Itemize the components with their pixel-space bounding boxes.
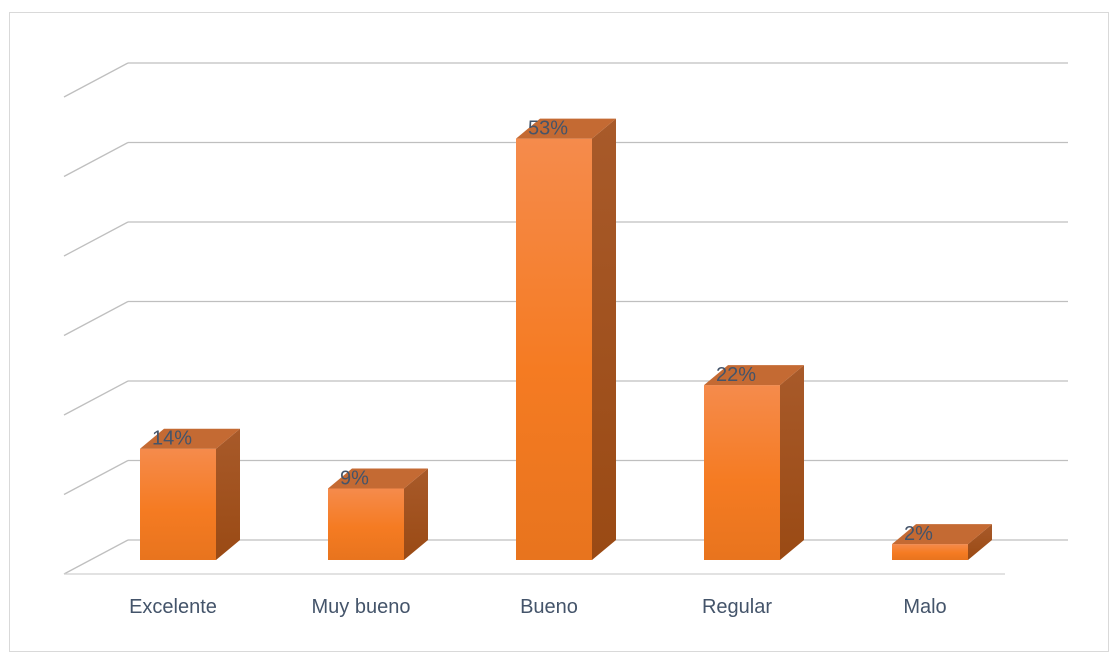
bar-top: [516, 118, 616, 139]
data-label: 9%: [340, 467, 369, 489]
bar-top: [328, 468, 428, 489]
bar-chart: 14% 9% 53% 22% 2% Excelente Muy bueno Bueno Reg…: [63, 62, 1068, 618]
bar-front: [516, 138, 592, 560]
bar-side: [592, 118, 616, 561]
bar-side: [404, 468, 428, 560]
x-tick-label: Regular: [702, 596, 772, 618]
x-tick-label: Bueno: [520, 596, 578, 618]
bar-regular: [704, 365, 804, 560]
bar-top: [704, 365, 804, 386]
x-tick-label: Muy bueno: [312, 596, 411, 618]
x-axis: Excelente Muy bueno Bueno Regular Malo: [64, 573, 1005, 618]
data-label: 14%: [152, 428, 192, 450]
bar-side: [780, 365, 804, 560]
bar-muy-bueno: [328, 468, 428, 560]
bar-side: [216, 428, 240, 560]
bar-top: [892, 524, 992, 545]
bars: [140, 118, 992, 561]
bar-front: [892, 544, 968, 560]
data-label: 2%: [904, 523, 933, 545]
bar-top: [140, 428, 240, 449]
bar-malo: [892, 524, 992, 560]
data-labels: 14% 9% 53% 22% 2%: [152, 118, 933, 545]
bar-front: [704, 385, 780, 560]
bar-front: [140, 448, 216, 560]
bar-side: [968, 524, 992, 560]
x-tick-label: Excelente: [129, 596, 217, 618]
x-tick-label: Malo: [903, 596, 946, 618]
bar-excelente: [140, 428, 240, 560]
bar-front: [328, 488, 404, 560]
data-label: 53%: [528, 118, 568, 140]
data-label: 22%: [716, 364, 756, 386]
bar-bueno: [516, 118, 616, 561]
gridline: [63, 62, 1068, 98]
